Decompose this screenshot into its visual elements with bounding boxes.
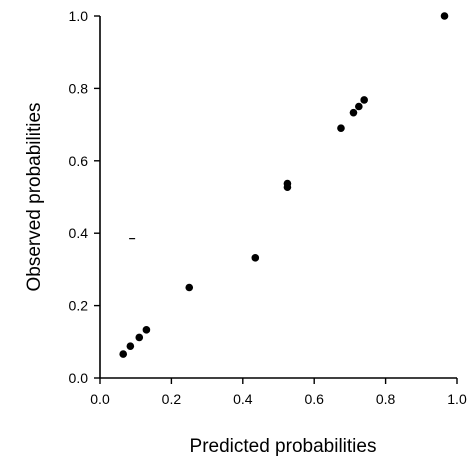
y-tick-label: 1.0 — [69, 8, 89, 24]
y-tick-label: 0.6 — [69, 153, 89, 169]
data-point — [349, 108, 358, 117]
data-point — [185, 283, 194, 292]
x-tick-label: 0.4 — [233, 391, 253, 407]
y-axis-title: Observed probabilities — [24, 102, 45, 291]
y-tick-label: 0.2 — [69, 298, 89, 314]
x-tick-label: 0.2 — [162, 391, 182, 407]
data-points — [119, 12, 449, 358]
data-point — [142, 326, 151, 334]
data-point — [283, 179, 292, 188]
data-point — [337, 124, 345, 133]
x-tick-label: 0.8 — [376, 391, 396, 407]
data-point — [440, 12, 449, 20]
x-tick-label: 0.0 — [90, 391, 110, 407]
data-point — [251, 254, 260, 262]
data-point — [135, 333, 144, 342]
y-tick-label: 0.4 — [69, 225, 89, 241]
x-axis-title: Predicted probabilities — [190, 436, 377, 457]
data-point — [360, 96, 368, 104]
y-axis: 0.0 0.2 0.4 0.6 0.8 1.0 — [69, 8, 101, 386]
x-axis: 0.0 0.2 0.4 0.6 0.8 1.0 — [90, 377, 467, 407]
y-tick-label: 0.8 — [69, 80, 89, 96]
data-point — [355, 102, 363, 111]
x-tick-label: 0.6 — [304, 391, 324, 407]
y-tick-label: 0.0 — [69, 370, 89, 386]
data-point — [126, 342, 135, 350]
data-point — [119, 350, 128, 358]
x-tick-label: 1.0 — [447, 391, 467, 407]
